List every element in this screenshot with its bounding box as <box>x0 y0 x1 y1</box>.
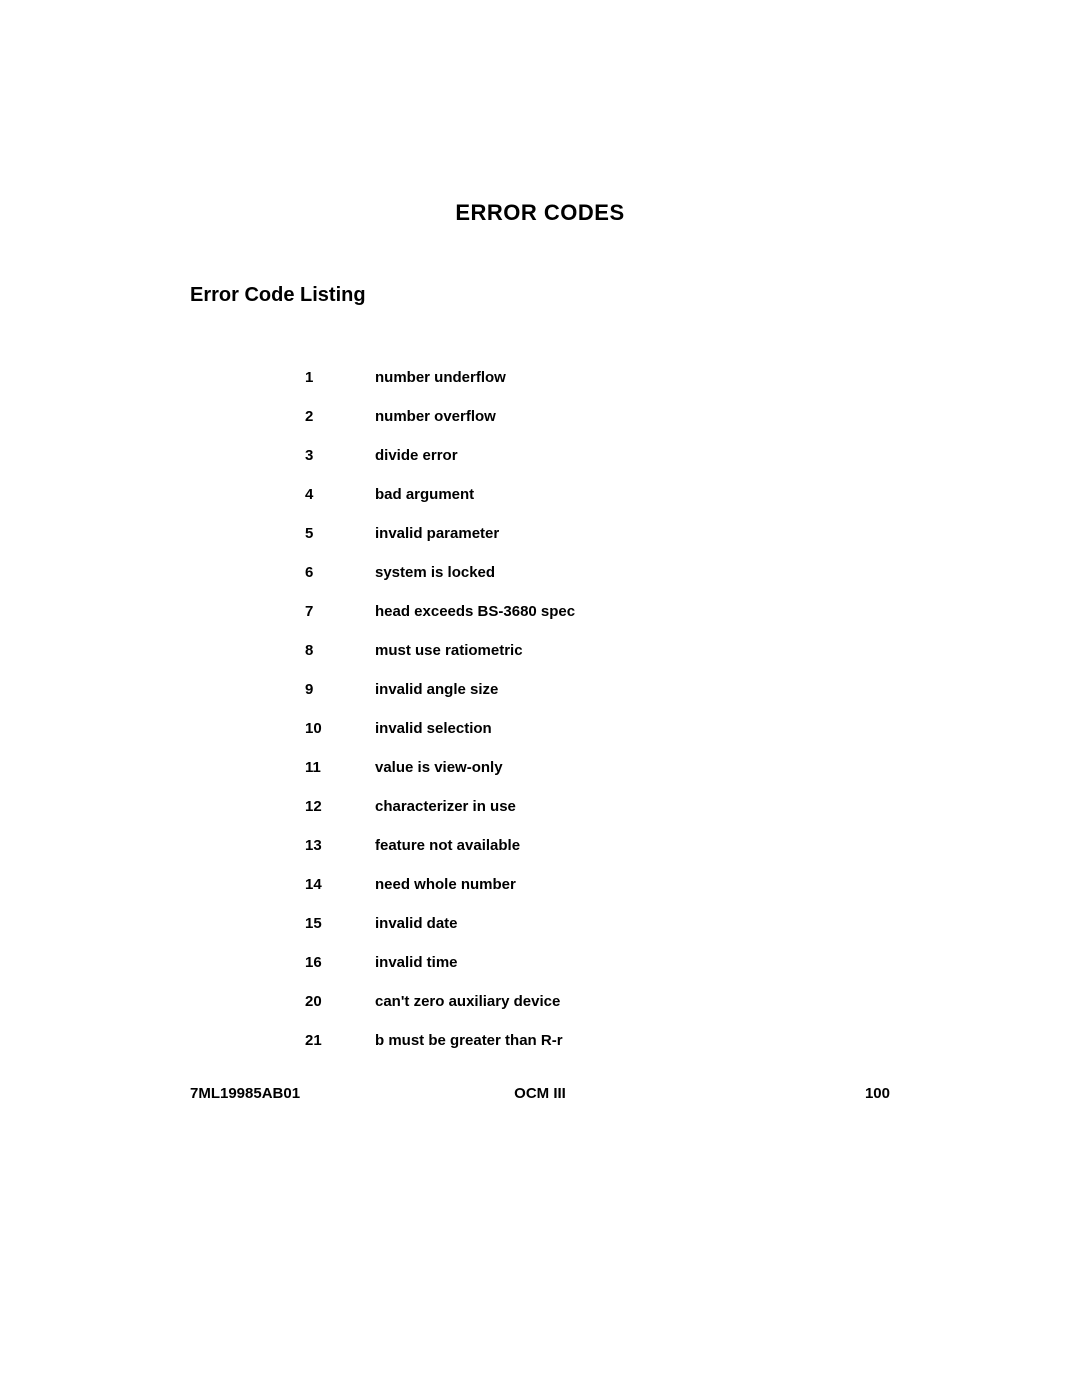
table-row: 8 must use ratiometric <box>305 642 890 659</box>
table-row: 20 can't zero auxiliary device <box>305 993 890 1010</box>
table-row: 12 characterizer in use <box>305 798 890 815</box>
page: ERROR CODES Error Code Listing 1 number … <box>0 0 1080 1397</box>
code-number: 8 <box>305 642 375 659</box>
table-row: 14 need whole number <box>305 876 890 893</box>
code-number: 2 <box>305 408 375 425</box>
code-description: invalid date <box>375 915 890 932</box>
table-row: 10 invalid selection <box>305 720 890 737</box>
code-description: invalid selection <box>375 720 890 737</box>
code-number: 1 <box>305 369 375 386</box>
code-description: value is view-only <box>375 759 890 776</box>
code-description: bad argument <box>375 486 890 503</box>
code-number: 13 <box>305 837 375 854</box>
code-description: number overflow <box>375 408 890 425</box>
code-number: 3 <box>305 447 375 464</box>
code-description: need whole number <box>375 876 890 893</box>
table-row: 15 invalid date <box>305 915 890 932</box>
table-row: 3 divide error <box>305 447 890 464</box>
code-number: 7 <box>305 603 375 620</box>
code-description: invalid angle size <box>375 681 890 698</box>
code-description: invalid time <box>375 954 890 971</box>
table-row: 1 number underflow <box>305 369 890 386</box>
code-description: head exceeds BS-3680 spec <box>375 603 890 620</box>
code-description: number underflow <box>375 369 890 386</box>
table-row: 7 head exceeds BS-3680 spec <box>305 603 890 620</box>
page-footer: 7ML19985AB01 OCM III 100 <box>190 1085 890 1102</box>
table-row: 4 bad argument <box>305 486 890 503</box>
code-number: 12 <box>305 798 375 815</box>
code-number: 9 <box>305 681 375 698</box>
code-description: characterizer in use <box>375 798 890 815</box>
footer-doc-id: 7ML19985AB01 <box>190 1085 300 1102</box>
code-description: system is locked <box>375 564 890 581</box>
table-row: 13 feature not available <box>305 837 890 854</box>
code-number: 20 <box>305 993 375 1010</box>
code-number: 16 <box>305 954 375 971</box>
code-description: feature not available <box>375 837 890 854</box>
code-number: 14 <box>305 876 375 893</box>
table-row: 16 invalid time <box>305 954 890 971</box>
code-number: 21 <box>305 1032 375 1049</box>
footer-product: OCM III <box>514 1085 566 1102</box>
code-description: can't zero auxiliary device <box>375 993 890 1010</box>
table-row: 21 b must be greater than R-r <box>305 1032 890 1049</box>
page-title: ERROR CODES <box>190 200 890 226</box>
code-number: 11 <box>305 759 375 776</box>
table-row: 2 number overflow <box>305 408 890 425</box>
section-title: Error Code Listing <box>190 284 890 307</box>
code-number: 4 <box>305 486 375 503</box>
code-number: 15 <box>305 915 375 932</box>
table-row: 11 value is view-only <box>305 759 890 776</box>
code-description: must use ratiometric <box>375 642 890 659</box>
table-row: 5 invalid parameter <box>305 525 890 542</box>
table-row: 9 invalid angle size <box>305 681 890 698</box>
footer-page-number: 100 <box>865 1085 890 1102</box>
code-description: invalid parameter <box>375 525 890 542</box>
table-row: 6 system is locked <box>305 564 890 581</box>
error-code-table: 1 number underflow 2 number overflow 3 d… <box>305 369 890 1049</box>
code-description: divide error <box>375 447 890 464</box>
code-number: 5 <box>305 525 375 542</box>
code-number: 10 <box>305 720 375 737</box>
code-number: 6 <box>305 564 375 581</box>
code-description: b must be greater than R-r <box>375 1032 890 1049</box>
